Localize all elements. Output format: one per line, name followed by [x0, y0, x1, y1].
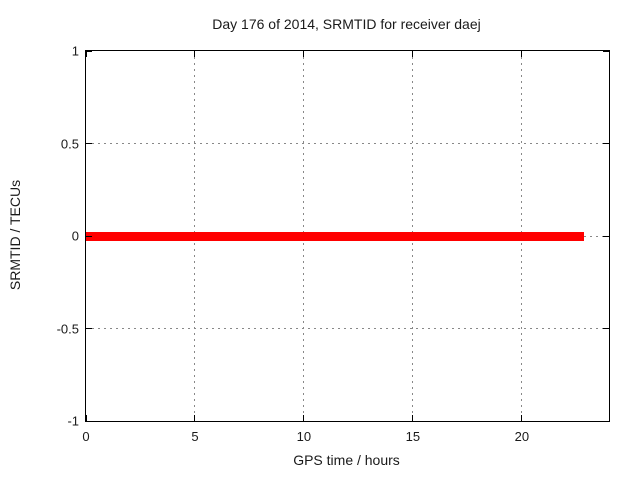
y-tick-label--0.5: -0.5	[56, 321, 79, 336]
y-tick-label-0: 0	[71, 228, 79, 244]
chart-title: Day 176 of 2014, SRMTID for receiver dae…	[212, 16, 481, 32]
y-tick-mark-left--0.5	[86, 328, 92, 329]
gridline-horizontal-0.5	[86, 143, 609, 144]
y-tick-mark-left-0	[86, 235, 92, 237]
y-tick-label-1: 1	[71, 43, 79, 59]
x-tick-mark-top-5	[194, 51, 196, 57]
y-tick-mark-right-0.5	[603, 143, 609, 144]
y-tick-mark-right--0.5	[603, 328, 609, 329]
y-tick-label--1: -1	[67, 413, 79, 429]
x-tick-mark-top-20	[521, 51, 523, 57]
series-line-srmtid	[86, 231, 584, 241]
x-tick-label-0: 0	[82, 429, 90, 444]
y-axis-label: SRMTID / TECUs	[7, 179, 23, 291]
x-tick-mark-bottom-0	[85, 415, 87, 421]
y-tick-mark-right-1	[603, 50, 609, 52]
y-tick-mark-right--1	[603, 420, 609, 422]
y-tick-label-0.5: 0.5	[60, 136, 79, 151]
x-tick-mark-top-0	[85, 51, 87, 57]
x-tick-mark-bottom-5	[194, 415, 196, 421]
x-tick-label-15: 15	[405, 429, 421, 444]
gridline-horizontal--0.5	[86, 328, 609, 329]
x-tick-mark-bottom-10	[303, 415, 305, 421]
x-tick-mark-bottom-20	[521, 415, 523, 421]
x-tick-label-20: 20	[514, 429, 530, 444]
x-tick-mark-top-15	[412, 51, 414, 57]
y-tick-mark-left--1	[86, 420, 92, 422]
y-tick-mark-right-0	[603, 235, 609, 237]
x-tick-mark-top-10	[303, 51, 305, 57]
y-tick-mark-left-0.5	[86, 143, 92, 144]
y-tick-mark-left-1	[86, 50, 92, 52]
x-tick-label-10: 10	[296, 429, 312, 444]
plot-area: 0 5 10 15 20 -1 -0.5 0 0.5 1	[57, 44, 610, 444]
x-tick-mark-bottom-15	[412, 415, 414, 421]
x-tick-label-5: 5	[191, 429, 199, 444]
x-axis-label: GPS time / hours	[293, 452, 400, 468]
